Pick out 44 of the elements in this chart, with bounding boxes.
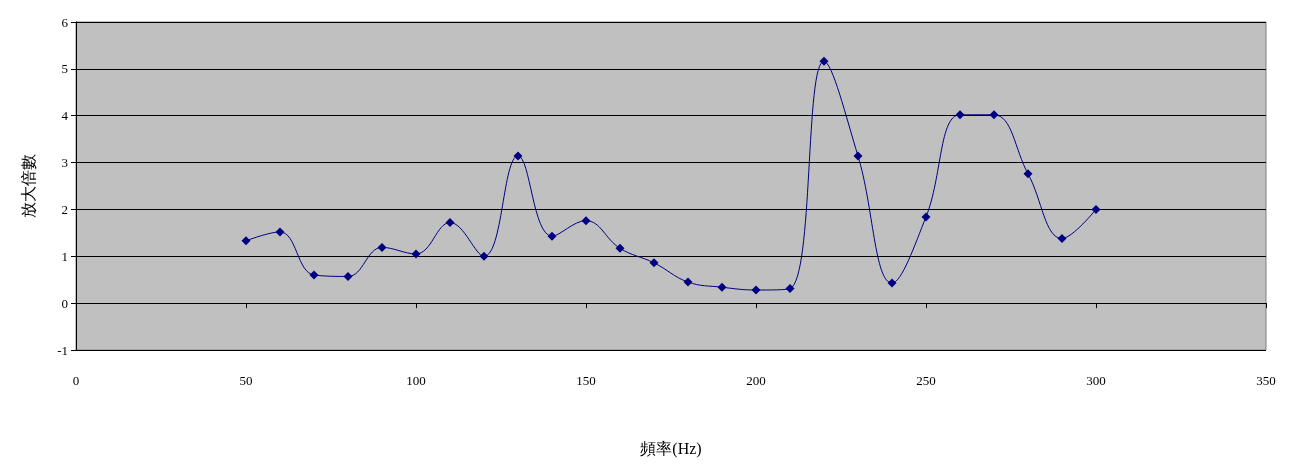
point — [649, 258, 659, 268]
x-tick-label: 50 — [239, 373, 253, 388]
point — [479, 251, 489, 261]
point — [513, 151, 523, 161]
point — [343, 271, 353, 281]
x-axis-title: 頻率(Hz) — [640, 439, 702, 458]
point — [751, 285, 761, 295]
point — [581, 216, 591, 226]
point — [785, 284, 795, 294]
point — [445, 218, 455, 228]
y-tick-label: 5 — [61, 61, 68, 77]
point — [887, 278, 897, 288]
y-tick-label: 4 — [61, 108, 69, 124]
x-tick-label: 250 — [916, 373, 936, 388]
x-tick-label: 200 — [746, 373, 766, 388]
point — [955, 110, 965, 120]
point — [411, 249, 421, 259]
point — [1057, 233, 1067, 243]
x-tick-label: 150 — [576, 373, 596, 388]
y-tick-label: 2 — [61, 201, 68, 217]
point — [275, 227, 285, 237]
point — [377, 242, 387, 252]
x-tick-label: 300 — [1086, 373, 1106, 388]
point — [547, 231, 557, 241]
point — [819, 56, 829, 66]
point — [1023, 169, 1033, 179]
y-tick-label: 0 — [61, 295, 68, 311]
point — [921, 212, 931, 222]
point — [309, 270, 319, 280]
point — [241, 236, 251, 246]
point — [853, 151, 863, 161]
x-tick-label: 100 — [406, 373, 426, 388]
y-axis-title: 放大倍數 — [19, 154, 37, 218]
point — [683, 277, 693, 287]
y-tick-label: 1 — [61, 248, 68, 264]
point — [615, 243, 625, 253]
x-tick-label: 0 — [72, 373, 80, 388]
point — [1091, 204, 1101, 214]
x-tick-label: 350 — [1256, 373, 1276, 388]
point — [717, 282, 727, 292]
y-tick-label: 6 — [61, 14, 69, 30]
y-tick-label: 3 — [61, 155, 68, 171]
point — [989, 110, 999, 120]
y-tick-label: -1 — [57, 342, 68, 358]
